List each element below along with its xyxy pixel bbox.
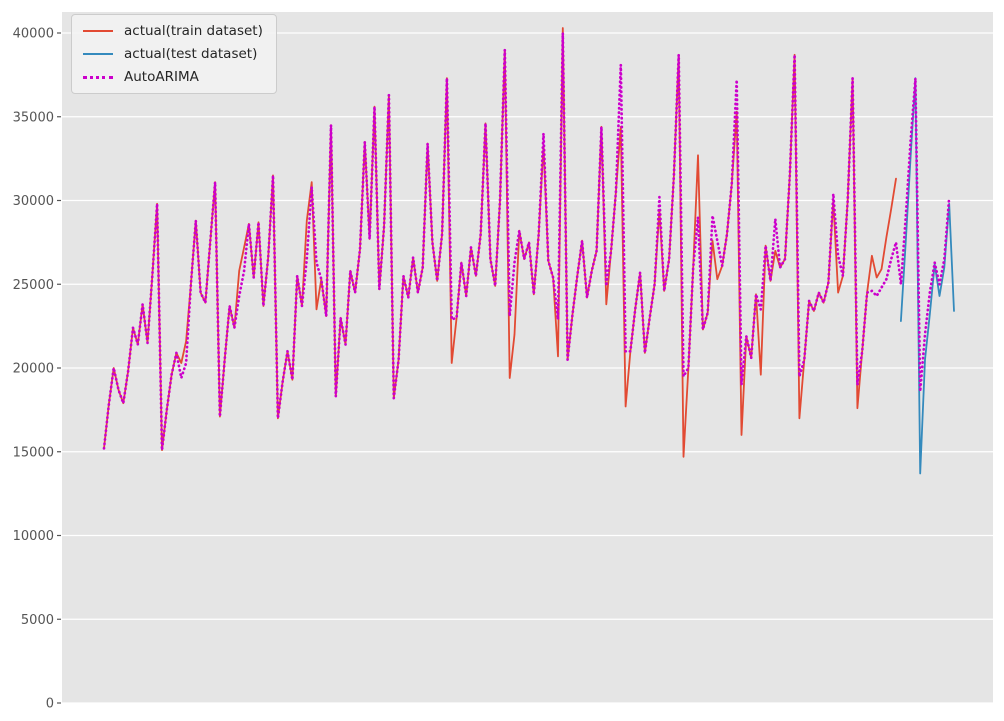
series-line-autoarima [102,31,951,452]
y-tick-label: 15000 [13,445,54,460]
legend-item-test: actual(test dataset) [83,46,263,62]
legend-label-test: actual(test dataset) [124,46,258,62]
y-tick-label: 10000 [13,529,54,544]
y-tick-label: 35000 [13,110,54,125]
test-line-swatch [83,53,113,55]
y-tick-label: 5000 [21,613,54,628]
train-line-swatch [83,30,113,32]
y-tick-label: 0 [46,697,54,712]
y-tick-label: 40000 [13,27,54,42]
autoarima-line-swatch [83,75,113,79]
legend: actual(train dataset) actual(test datase… [71,14,277,94]
series-line-test [900,77,955,475]
y-tick-label: 30000 [13,194,54,209]
legend-label-train: actual(train dataset) [124,23,263,39]
legend-label-autoarima: AutoARIMA [124,69,199,85]
legend-item-train: actual(train dataset) [83,23,263,39]
y-axis-ticks: 0 5000 10000 15000 20000 25000 30000 35000 40000 [13,27,61,712]
y-tick-label: 25000 [13,278,54,293]
plot-area [62,12,993,703]
y-tick-label: 20000 [13,362,54,377]
legend-item-autoarima: AutoARIMA [83,69,263,85]
